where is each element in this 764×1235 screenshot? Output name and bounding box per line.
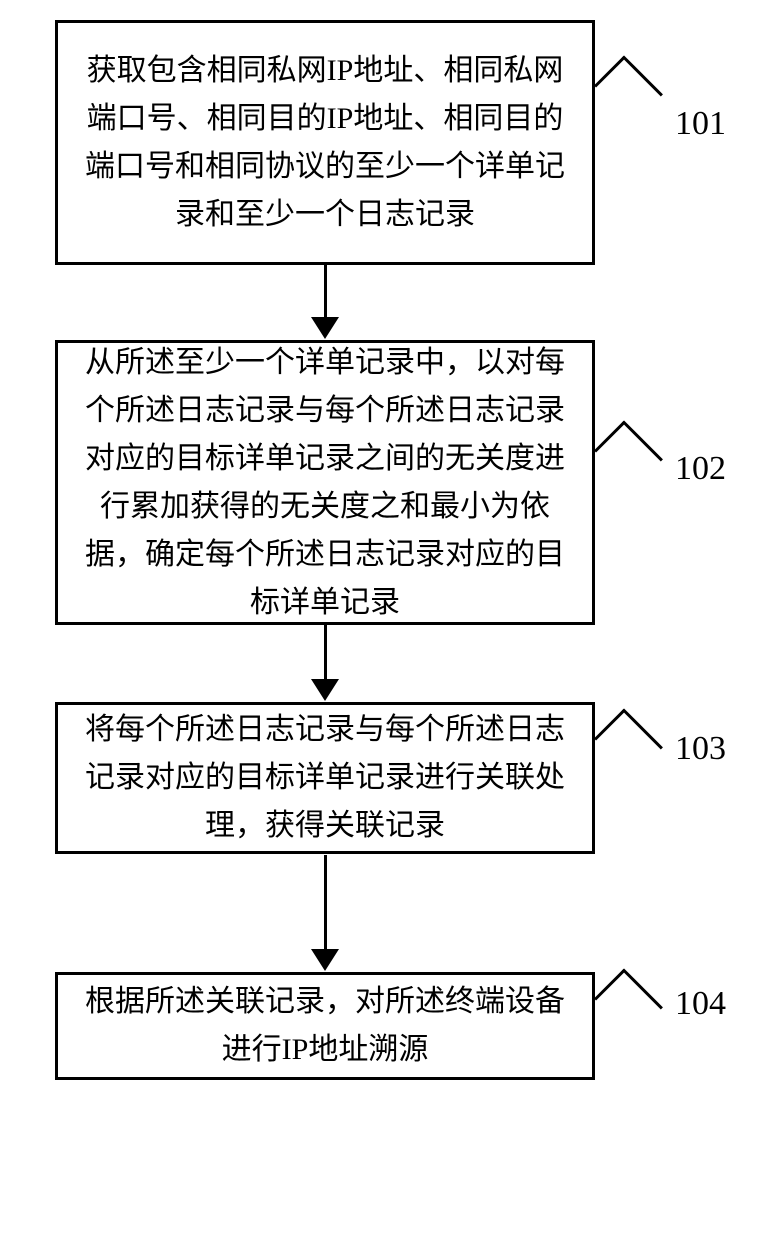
flowchart-step-2: 从所述至少一个详单记录中，以对每个所述日志记录与每个所述日志记录对应的目标详单记… <box>55 340 595 625</box>
flowchart-step-3: 将每个所述日志记录与每个所述日志记录对应的目标详单记录进行关联处理，获得关联记录 <box>55 702 595 854</box>
step-3-label: 103 <box>675 730 726 768</box>
arrow-head-icon <box>311 317 339 339</box>
flowchart-container: 获取包含相同私网IP地址、相同私网端口号、相同目的IP地址、相同目的端口号和相同… <box>0 0 764 1235</box>
label-connector-2a <box>594 421 626 453</box>
flowchart-step-4: 根据所述关联记录，对所述终端设备进行IP地址溯源 <box>55 972 595 1080</box>
arrow-3-to-4 <box>311 855 339 971</box>
label-connector-1a <box>594 56 626 88</box>
step-4-label: 104 <box>675 985 726 1023</box>
label-connector-4b <box>622 968 663 1009</box>
step-1-text: 获取包含相同私网IP地址、相同私网端口号、相同目的IP地址、相同目的端口号和相同… <box>76 47 574 239</box>
step-2-label: 102 <box>675 450 726 488</box>
arrow-line <box>324 855 327 950</box>
arrow-2-to-3 <box>311 625 339 701</box>
label-connector-1b <box>622 55 663 96</box>
step-1-label: 101 <box>675 105 726 143</box>
label-connector-3a <box>594 709 626 741</box>
label-connector-4a <box>594 969 626 1001</box>
flowchart-step-1: 获取包含相同私网IP地址、相同私网端口号、相同目的IP地址、相同目的端口号和相同… <box>55 20 595 265</box>
step-4-text: 根据所述关联记录，对所述终端设备进行IP地址溯源 <box>76 978 574 1074</box>
step-3-text: 将每个所述日志记录与每个所述日志记录对应的目标详单记录进行关联处理，获得关联记录 <box>76 706 574 850</box>
arrow-line <box>324 625 327 680</box>
arrow-line <box>324 265 327 318</box>
label-connector-3b <box>622 708 663 749</box>
label-connector-2b <box>622 420 663 461</box>
step-2-text: 从所述至少一个详单记录中，以对每个所述日志记录与每个所述日志记录对应的目标详单记… <box>76 339 574 627</box>
arrow-head-icon <box>311 949 339 971</box>
arrow-1-to-2 <box>311 265 339 339</box>
arrow-head-icon <box>311 679 339 701</box>
